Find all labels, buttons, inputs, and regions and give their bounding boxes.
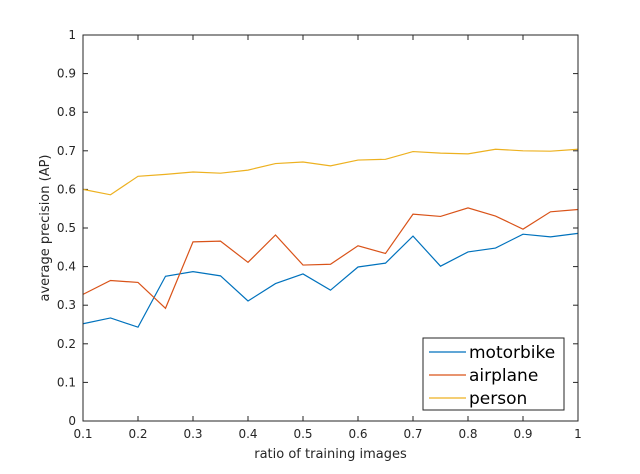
series-line-person xyxy=(82,148,579,196)
x-tick-label: 0.4 xyxy=(238,427,257,441)
x-axis-label: ratio of training images xyxy=(254,447,407,462)
legend-label-motorbike: motorbike xyxy=(469,343,555,363)
y-tick-label: 0.9 xyxy=(57,67,76,81)
legend-label-airplane: airplane xyxy=(469,366,538,386)
legend-label-person: person xyxy=(469,389,527,409)
series-lines xyxy=(82,148,579,328)
y-tick-label: 0.6 xyxy=(57,182,76,196)
legend: motorbike airplane person xyxy=(422,337,565,411)
axis-ticks: 0.1 0.2 0.3 0.4 0.5 0.6 0.7 0.8 0.9 100.10.20.30.… xyxy=(57,28,582,441)
series-line-airplane xyxy=(82,207,579,310)
plot-frame xyxy=(82,34,579,422)
x-tick-label: 0.7 xyxy=(403,427,422,441)
x-tick-label: 0.5 xyxy=(293,427,312,441)
y-tick-label: 0.2 xyxy=(57,337,76,351)
x-tick-label: 0.8 xyxy=(458,427,477,441)
y-tick-label: 0 xyxy=(68,414,76,428)
y-tick-label: 1 xyxy=(68,28,76,42)
y-axis-label: average precision (AP) xyxy=(38,154,53,301)
y-tick-label: 0.3 xyxy=(57,298,76,312)
x-tick-label: 0.1 xyxy=(73,427,92,441)
x-tick-label: 0.9 xyxy=(513,427,532,441)
x-tick-label: 0.2 xyxy=(128,427,147,441)
y-tick-label: 0.5 xyxy=(57,221,76,235)
y-tick-label: 0.4 xyxy=(57,260,76,274)
y-tick-label: 0.1 xyxy=(57,375,76,389)
series-line-motorbike xyxy=(82,232,579,328)
y-tick-label: 0.7 xyxy=(57,144,76,158)
x-tick-label: 0.3 xyxy=(183,427,202,441)
y-tick-label: 0.8 xyxy=(57,105,76,119)
x-tick-label: 0.6 xyxy=(348,427,367,441)
x-tick-label: 1 xyxy=(574,427,582,441)
